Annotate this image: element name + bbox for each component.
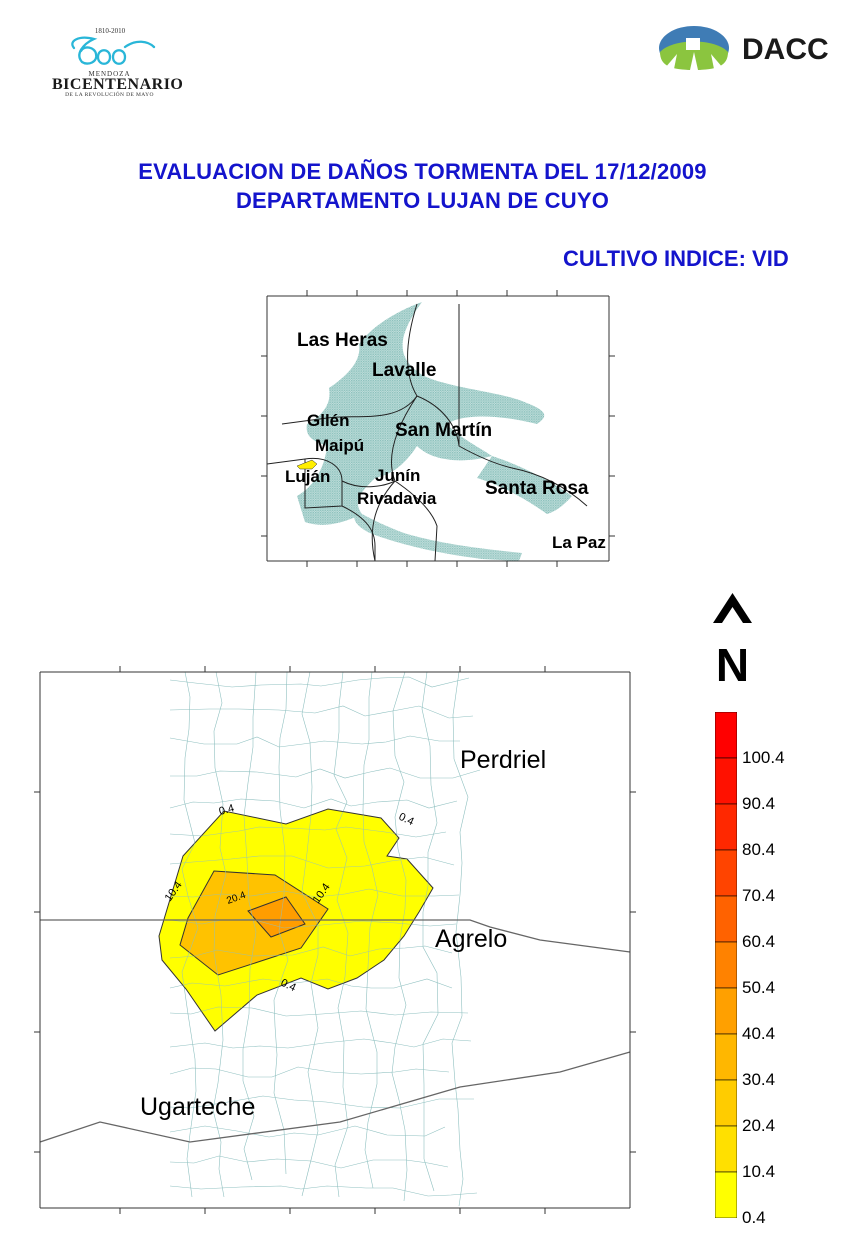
svg-text:Gllén: Gllén [307, 411, 350, 430]
svg-text:Junín: Junín [375, 466, 420, 485]
svg-text:Las Heras: Las Heras [297, 330, 388, 351]
svg-text:Maipú: Maipú [315, 436, 364, 455]
svg-text:N: N [716, 639, 749, 688]
svg-text:Agrelo: Agrelo [435, 925, 507, 953]
svg-text:Santa Rosa: Santa Rosa [485, 478, 589, 499]
svg-text:La Paz: La Paz [552, 533, 606, 552]
svg-text:San Martín: San Martín [395, 420, 492, 441]
svg-text:DACC: DACC [742, 33, 829, 66]
svg-text:Ugarteche: Ugarteche [140, 1093, 255, 1121]
svg-text:Rivadavia: Rivadavia [357, 489, 437, 508]
svg-text:Perdriel: Perdriel [460, 746, 546, 774]
svg-text:Luján: Luján [285, 467, 330, 486]
svg-text:0.4: 0.4 [397, 811, 416, 828]
svg-text:Lavalle: Lavalle [372, 360, 436, 381]
svg-text:1810-2010: 1810-2010 [95, 27, 126, 35]
